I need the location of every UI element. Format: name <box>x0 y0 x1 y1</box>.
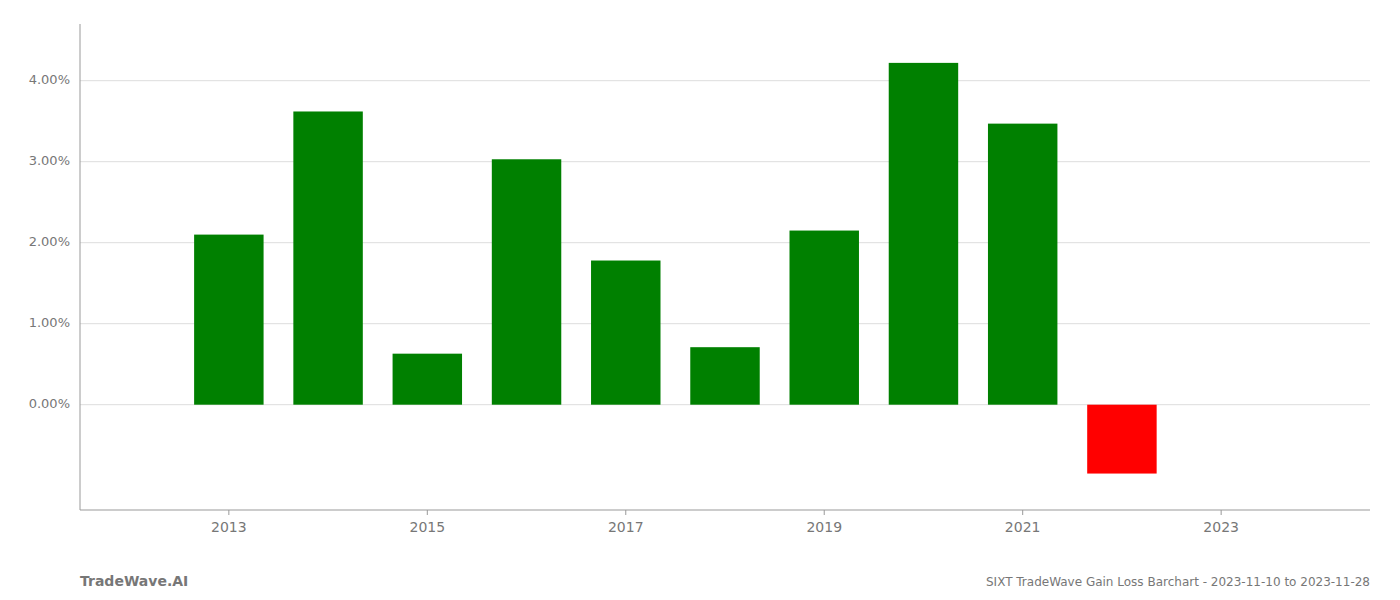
y-tick-label: 4.00% <box>29 72 70 87</box>
grid-line <box>80 80 1370 81</box>
bar <box>293 111 362 404</box>
x-axis-line <box>80 510 1370 511</box>
chart-container: 0.00% 1.00% 2.00% 3.00% 4.00% 2013 2015 2017 201… <box>0 0 1400 600</box>
y-axis-line <box>80 24 81 510</box>
grid <box>80 81 1370 405</box>
x-tick-label: 2015 <box>409 519 445 535</box>
grid-line <box>80 323 1370 324</box>
x-tick-label: 2023 <box>1203 519 1239 535</box>
bar <box>591 261 660 405</box>
chart-svg: 0.00% 1.00% 2.00% 3.00% 4.00% 2013 2015 2017 201… <box>0 0 1400 600</box>
x-tick-label: 2019 <box>806 519 842 535</box>
y-tick-label: 2.00% <box>29 234 70 249</box>
grid-line <box>80 161 1370 162</box>
x-tick <box>1221 510 1222 515</box>
watermark: TradeWave.AI <box>80 573 188 589</box>
bar <box>393 354 462 405</box>
y-tick-label: 0.00% <box>29 396 70 411</box>
x-tick <box>427 510 428 515</box>
x-tick <box>824 510 825 515</box>
title: SIXT TradeWave Gain Loss Barchart - 2023… <box>986 575 1370 589</box>
bar <box>690 347 759 405</box>
bar <box>194 235 263 405</box>
x-tick-label: 2017 <box>608 519 644 535</box>
bar <box>889 63 958 405</box>
bar <box>790 231 859 405</box>
bar <box>1087 405 1156 474</box>
x-tick-label: 2021 <box>1005 519 1041 535</box>
y-tick-label: 3.00% <box>29 153 70 168</box>
bar <box>492 159 561 404</box>
x-tick <box>625 510 626 515</box>
bars <box>194 63 1157 474</box>
x-tick <box>228 510 229 515</box>
grid-line <box>80 242 1370 243</box>
y-tick-label: 1.00% <box>29 315 70 330</box>
x-tick <box>1022 510 1023 515</box>
x-tick-label: 2013 <box>211 519 247 535</box>
bar <box>988 124 1057 405</box>
